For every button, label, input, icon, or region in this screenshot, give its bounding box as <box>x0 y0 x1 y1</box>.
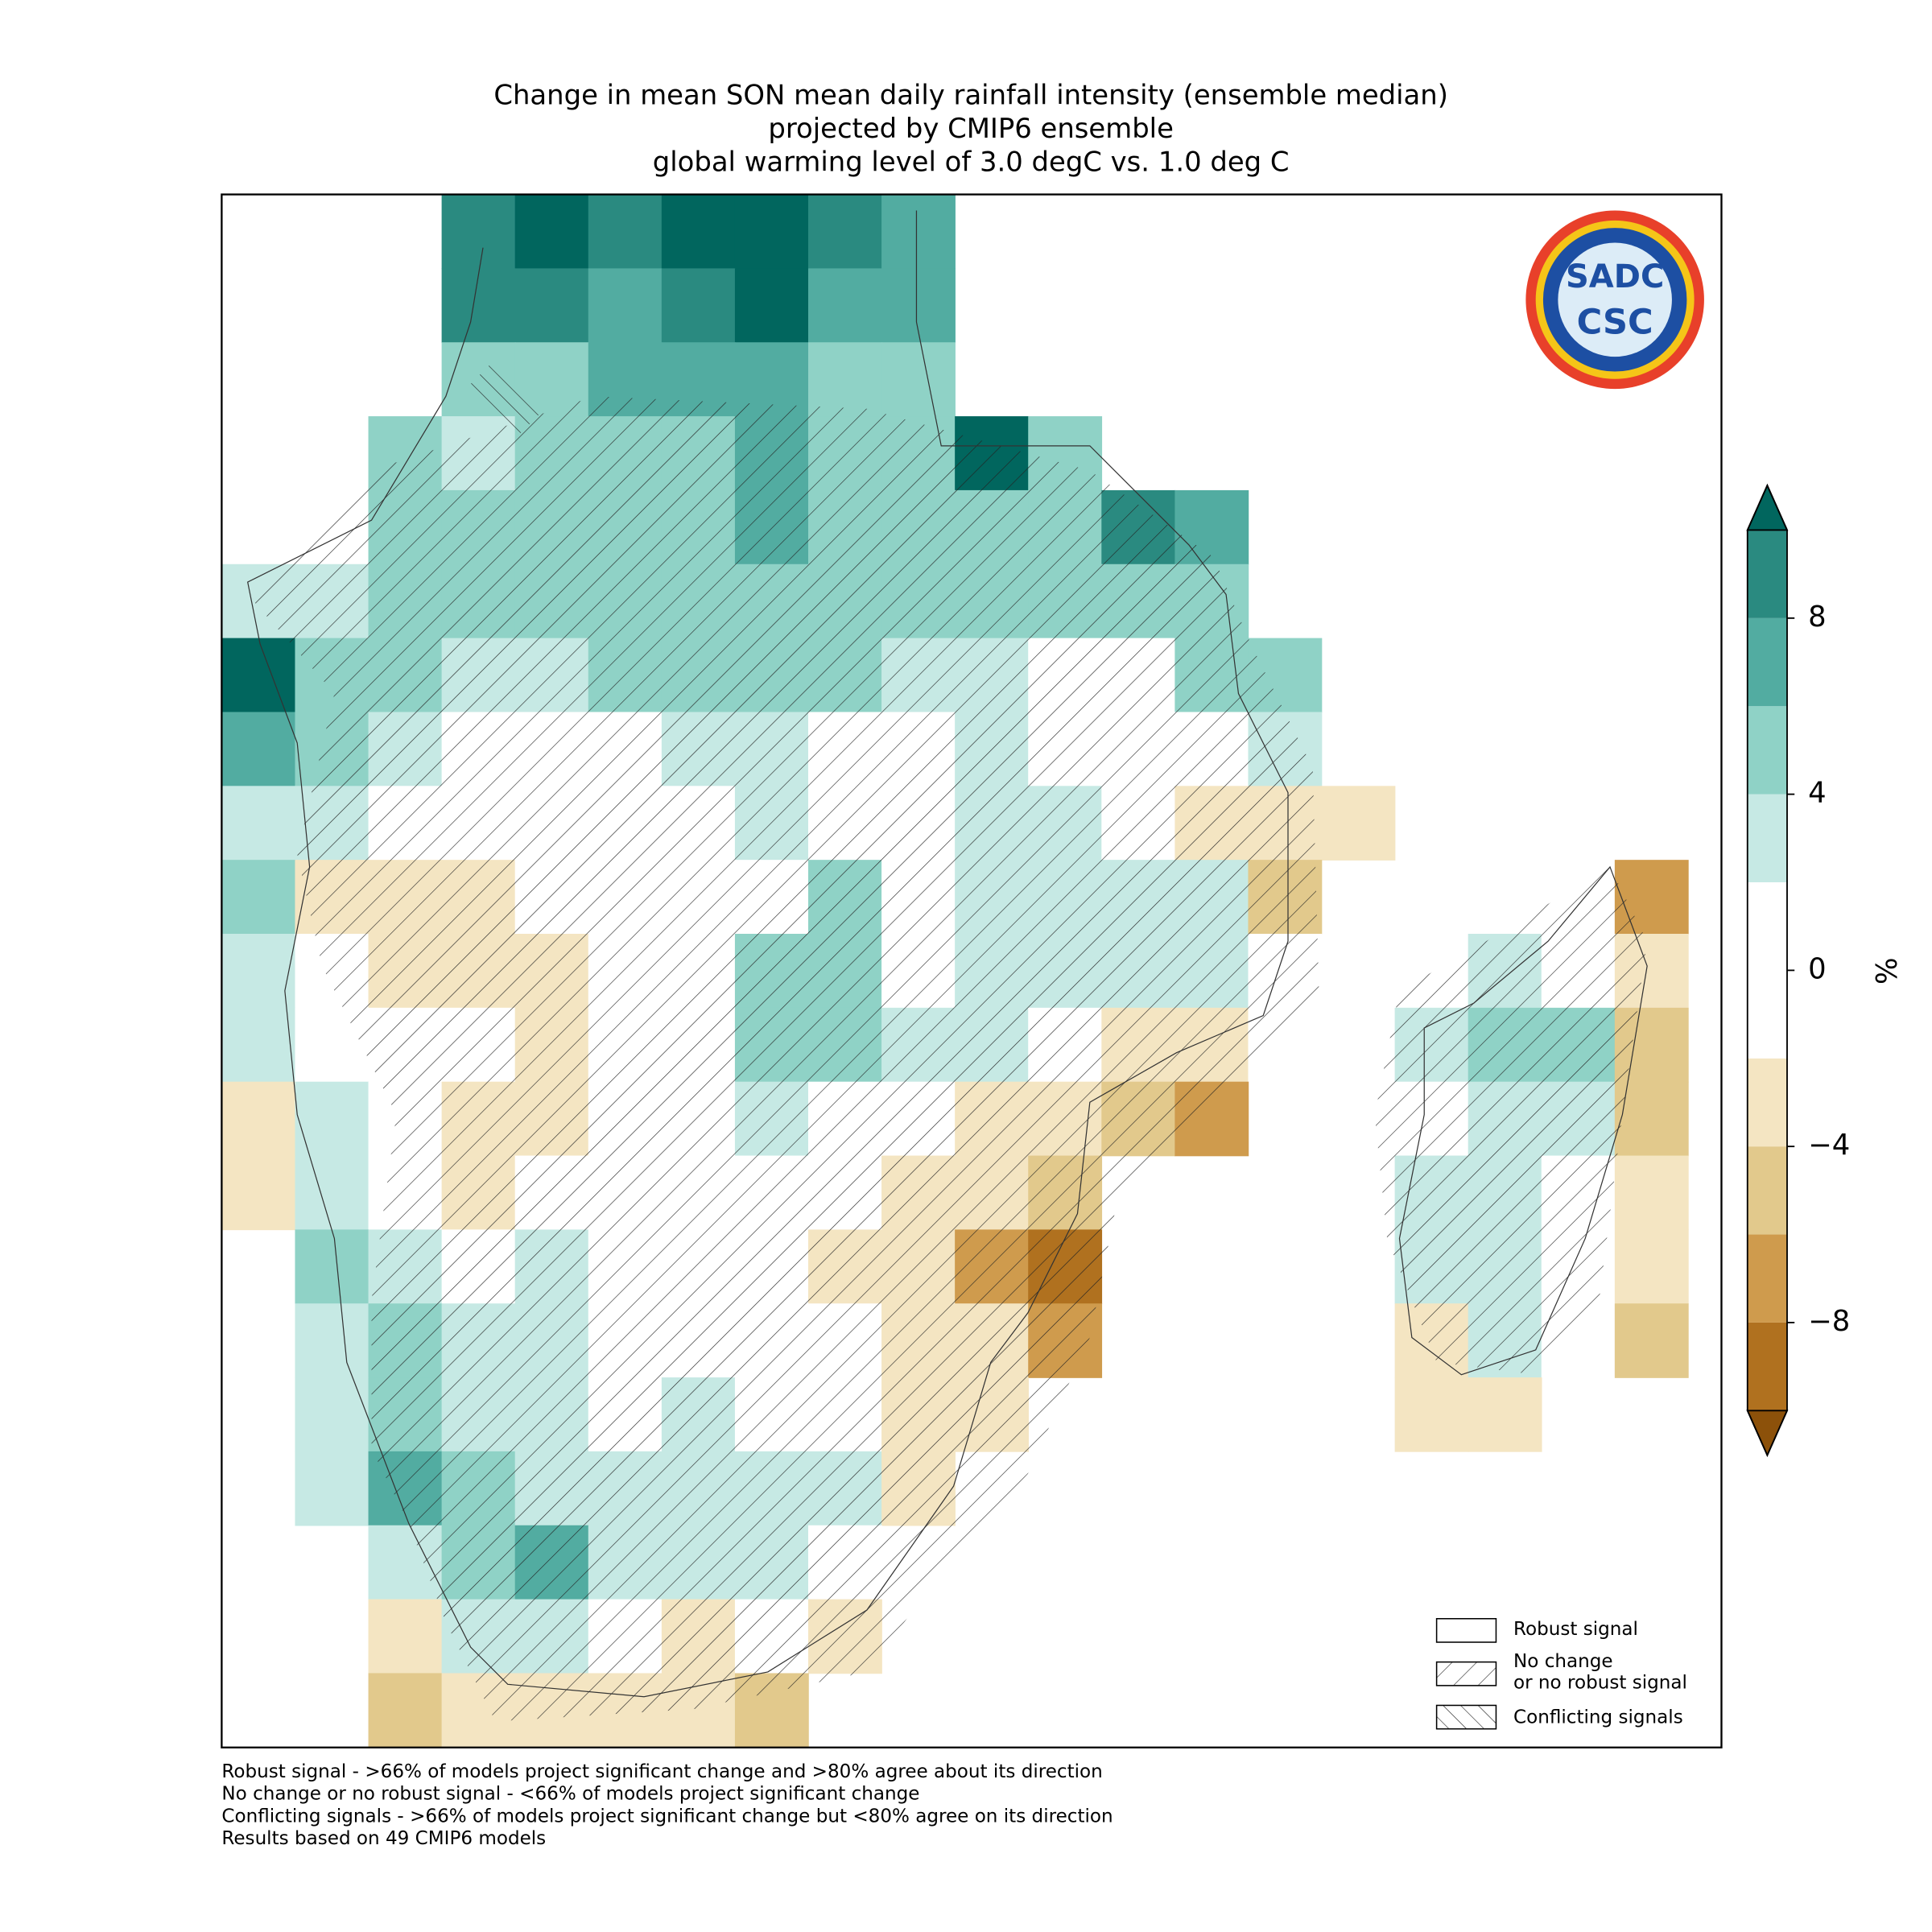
colorbar-segment <box>1747 530 1787 618</box>
colorbar-segment <box>1747 794 1787 882</box>
legend-swatch <box>1435 1661 1497 1686</box>
grid-cell <box>1468 1377 1542 1452</box>
title-line: projected by CMIP6 ensemble <box>768 113 1173 144</box>
grid-cell <box>807 342 882 417</box>
title-line: global warming level of 3.0 degC vs. 1.0… <box>653 147 1290 178</box>
grid-cell <box>221 638 296 713</box>
grid-cell <box>295 1451 369 1526</box>
colorbar-outline <box>1746 483 1788 1457</box>
grid-cell <box>221 934 296 1009</box>
grid-cell <box>295 1155 369 1231</box>
grid-cell <box>661 194 736 270</box>
colorbar-segment <box>1747 1146 1787 1235</box>
logo-center <box>1558 242 1672 357</box>
footnote: Conflicting signals - >66% of models pro… <box>221 1806 1113 1827</box>
legend-text: Robust signal <box>1513 1619 1638 1640</box>
colorbar: −8 −4 0 4 8 <box>1746 483 1850 1457</box>
logo-text: CSC <box>1577 303 1653 343</box>
grid-cell <box>514 194 589 270</box>
title-line: Change in mean SON mean daily rainfall i… <box>493 79 1448 110</box>
grid-cell <box>221 712 296 787</box>
map-frame <box>221 193 1723 1748</box>
grid-cell <box>1321 786 1396 861</box>
grid-cell <box>1614 1155 1689 1231</box>
grid-cell <box>295 1081 369 1157</box>
colorbar-segment <box>1747 1234 1787 1323</box>
grid-cell <box>588 268 663 343</box>
grid-cell <box>441 194 516 270</box>
grid-cell <box>1394 1377 1469 1452</box>
grid-cell <box>1614 1081 1689 1157</box>
grid-cell <box>881 342 956 417</box>
colorbar-tick-label: 4 <box>1808 777 1827 810</box>
legend-swatch <box>1435 1618 1497 1643</box>
grid-cell <box>368 1673 443 1748</box>
colorbar-segment <box>1747 882 1787 1059</box>
colorbar-tick-label: 0 <box>1808 952 1827 985</box>
hatching <box>247 359 1648 1722</box>
colorbar-segment <box>1747 617 1787 707</box>
logo-text: SADC <box>1566 258 1664 295</box>
colorbar-label: % <box>1871 957 1904 985</box>
grid-cell <box>368 1599 443 1674</box>
grid-cell <box>661 268 736 343</box>
grid-cell <box>221 1081 296 1157</box>
legend-text: or no robust signal <box>1513 1672 1687 1693</box>
grid-cell <box>881 194 956 270</box>
grid-cell <box>1614 1303 1689 1378</box>
grid-cell <box>807 194 882 270</box>
grid-cell <box>295 1303 369 1378</box>
colorbar-tick-label: −4 <box>1808 1129 1850 1162</box>
grid-cell <box>221 1007 296 1083</box>
footnote: Results based on 49 CMIP6 models <box>221 1828 546 1849</box>
grid-cell <box>441 268 516 343</box>
grid-cell <box>221 786 296 861</box>
grid-cell <box>734 268 809 343</box>
grid-cell <box>807 268 882 343</box>
footnote: No change or no robust signal - <66% of … <box>221 1784 919 1805</box>
colorbar-tick-label: 8 <box>1808 601 1827 634</box>
legend-text: Conflicting signals <box>1513 1707 1683 1728</box>
colorbar-segment <box>1747 1322 1787 1411</box>
legend-swatch <box>1435 1704 1497 1730</box>
grid-cell <box>221 860 296 935</box>
legend-text: No change <box>1513 1651 1613 1672</box>
grid-cell <box>1614 1229 1689 1304</box>
grid-cell <box>295 1229 369 1304</box>
colorbar-extend-over <box>1746 483 1789 531</box>
coastline <box>246 210 1648 1698</box>
grid-cell <box>295 1377 369 1452</box>
grid-cell <box>221 1155 296 1231</box>
logo: SADC CSC <box>1525 210 1704 390</box>
grid-cell <box>734 194 809 270</box>
grid-cell <box>588 194 663 270</box>
legend: Robust signal No change or no robust sig… <box>1435 1618 1687 1730</box>
colorbar-segment <box>1747 1058 1787 1147</box>
colorbar-extend-under <box>1746 1410 1789 1457</box>
colorbar-tick-label: −8 <box>1808 1305 1850 1338</box>
footnote: Robust signal - >66% of models project s… <box>221 1761 1102 1782</box>
colorbar-segment <box>1747 706 1787 795</box>
grid-cell <box>514 268 589 343</box>
